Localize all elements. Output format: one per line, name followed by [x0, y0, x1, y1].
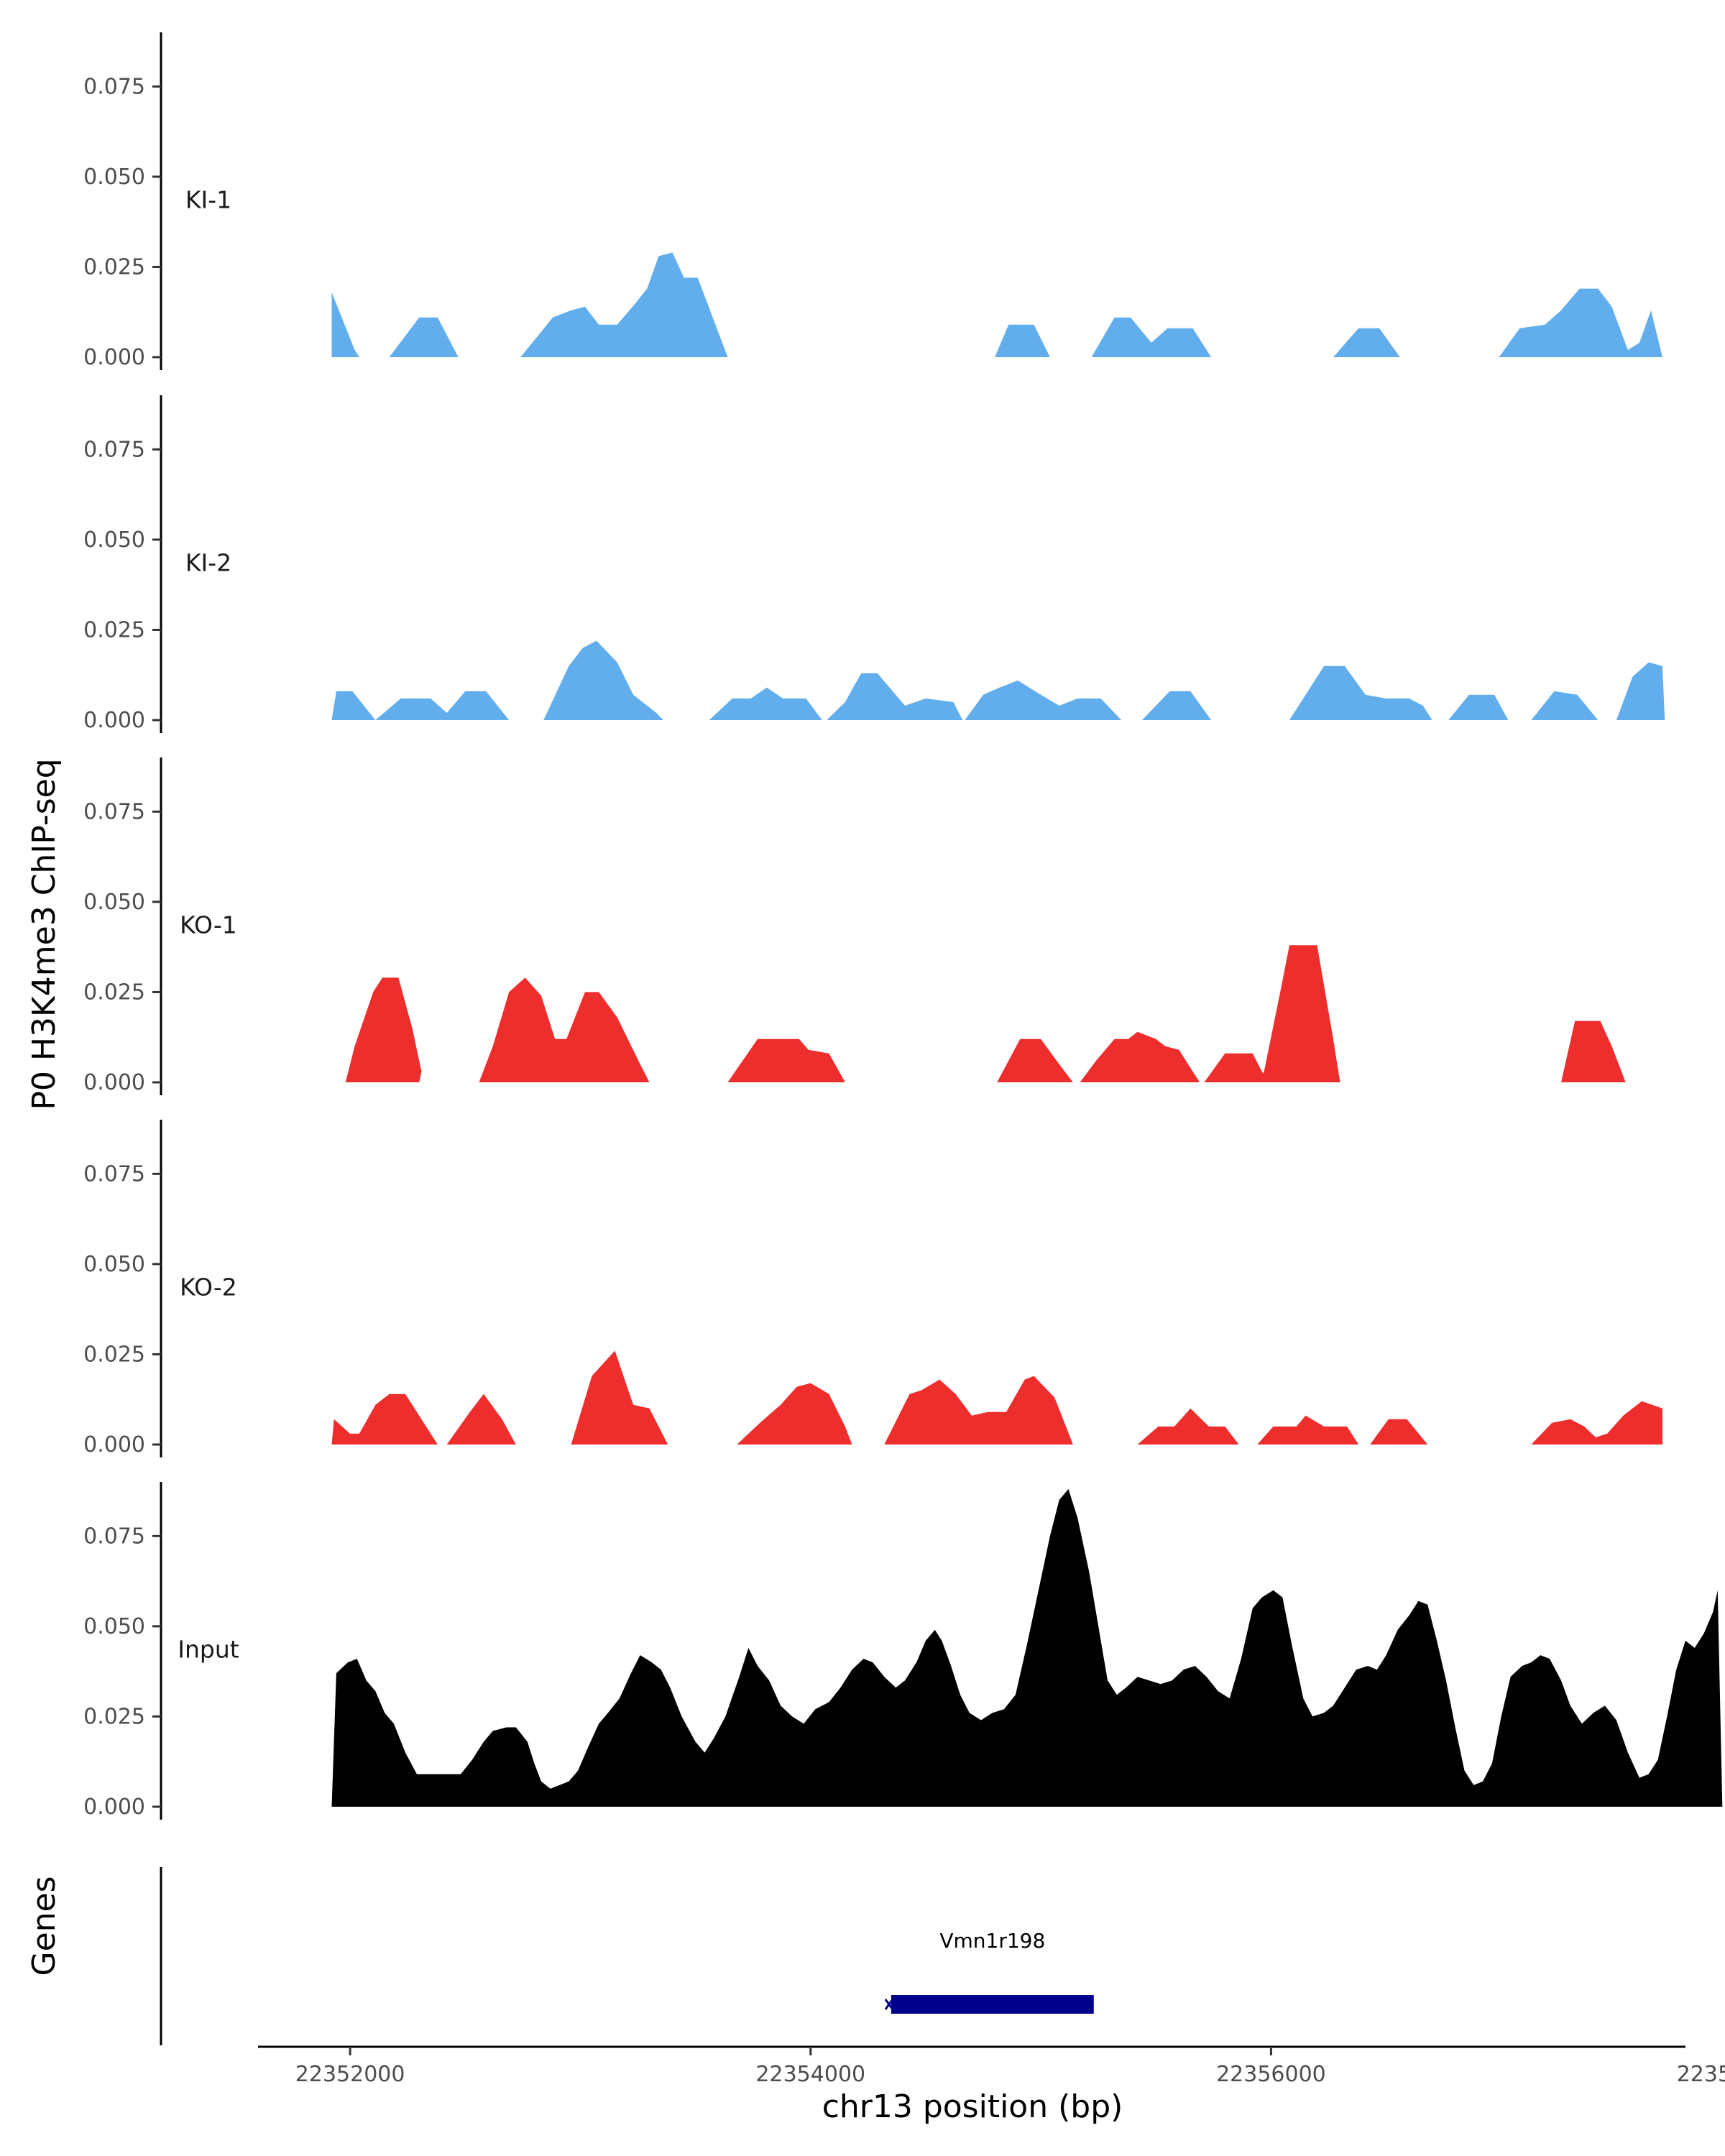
y-tick-label: 0.050: [83, 1614, 145, 1639]
signal-area-ki-1: [331, 252, 1662, 357]
track-label: Input: [178, 1636, 239, 1664]
signal-area-ko-1: [345, 945, 1626, 1082]
y-tick-label: 0.000: [83, 708, 145, 733]
y-tick-label: 0.050: [83, 890, 145, 915]
gene-strand-mark: [884, 1999, 894, 2010]
track-panel-ki-1: 0.000 0.025 0.050 0.075 KI-1: [83, 32, 1662, 370]
y-tick-label: 0.000: [83, 1070, 145, 1095]
x-tick-label: 22354000: [755, 2062, 865, 2087]
y-tick-label: 0.025: [83, 254, 145, 280]
y-tick-label: 0.000: [83, 1432, 145, 1457]
x-axis-title: chr13 position (bp): [822, 2088, 1123, 2125]
track-label: KO-1: [180, 911, 237, 939]
gene-track: Vmn1r198: [160, 1867, 1094, 2045]
y-tick-label: 0.025: [83, 1342, 145, 1367]
signal-area-ko-2: [331, 1350, 1662, 1445]
y-tick-label: 0.075: [83, 437, 145, 462]
gene-track-title: Genes: [26, 1876, 63, 1976]
x-tick-label: 22358000: [1677, 2062, 1725, 2087]
y-tick-label: 0.075: [83, 1524, 145, 1549]
y-tick-label: 0.075: [83, 74, 145, 99]
gene-vmn1r198: Vmn1r198: [884, 1929, 1094, 2014]
track-panel-ki-2: 0.000 0.025 0.050 0.075 KI-2: [83, 395, 1665, 733]
y-tick-label: 0.075: [83, 799, 145, 824]
track-label: KI-2: [185, 549, 231, 577]
y-axis-title: P0 H3K4me3 ChIP-seq: [26, 758, 63, 1110]
track-panel-ko-2: 0.000 0.025 0.050 0.075 KO-2: [83, 1120, 1662, 1457]
y-tick-label: 0.025: [83, 1704, 145, 1729]
track-panel-ko-1: 0.000 0.025 0.050 0.075 KO-1: [83, 757, 1626, 1095]
y-tick-label: 0.025: [83, 617, 145, 642]
signal-area-ki-2: [331, 640, 1665, 720]
gene-label: Vmn1r198: [939, 1929, 1045, 1953]
gene-body: [891, 1995, 1094, 2014]
signal-area-input: [331, 1489, 1723, 1807]
y-tick-label: 0.050: [83, 528, 145, 553]
x-tick-label: 22352000: [295, 2062, 405, 2087]
x-tick-label: 22356000: [1216, 2062, 1326, 2087]
y-tick-label: 0.050: [83, 1252, 145, 1277]
track-label: KO-2: [180, 1273, 237, 1302]
y-tick-label: 0.000: [83, 1795, 145, 1820]
signal-tracks: 0.0000.0250.0500.075KI-10.0000.0250.0500…: [83, 32, 1723, 1820]
y-tick-label: 0.050: [83, 165, 145, 190]
y-tick-label: 0.025: [83, 980, 145, 1005]
x-axis: 22352000 22354000 22356000 22358000: [258, 2045, 1725, 2087]
track-panel-input: 0.000 0.025 0.050 0.075 Input: [83, 1482, 1723, 1820]
track-label: KI-1: [185, 186, 231, 214]
y-tick-label: 0.075: [83, 1161, 145, 1187]
y-tick-label: 0.000: [83, 345, 145, 370]
